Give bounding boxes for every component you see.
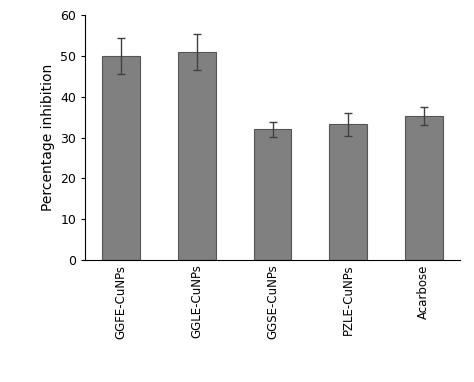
Bar <box>178 52 216 260</box>
Bar <box>329 125 367 260</box>
Y-axis label: Percentage inhibition: Percentage inhibition <box>41 64 55 211</box>
Bar <box>102 56 140 260</box>
Bar <box>254 129 292 260</box>
Bar <box>405 116 443 260</box>
